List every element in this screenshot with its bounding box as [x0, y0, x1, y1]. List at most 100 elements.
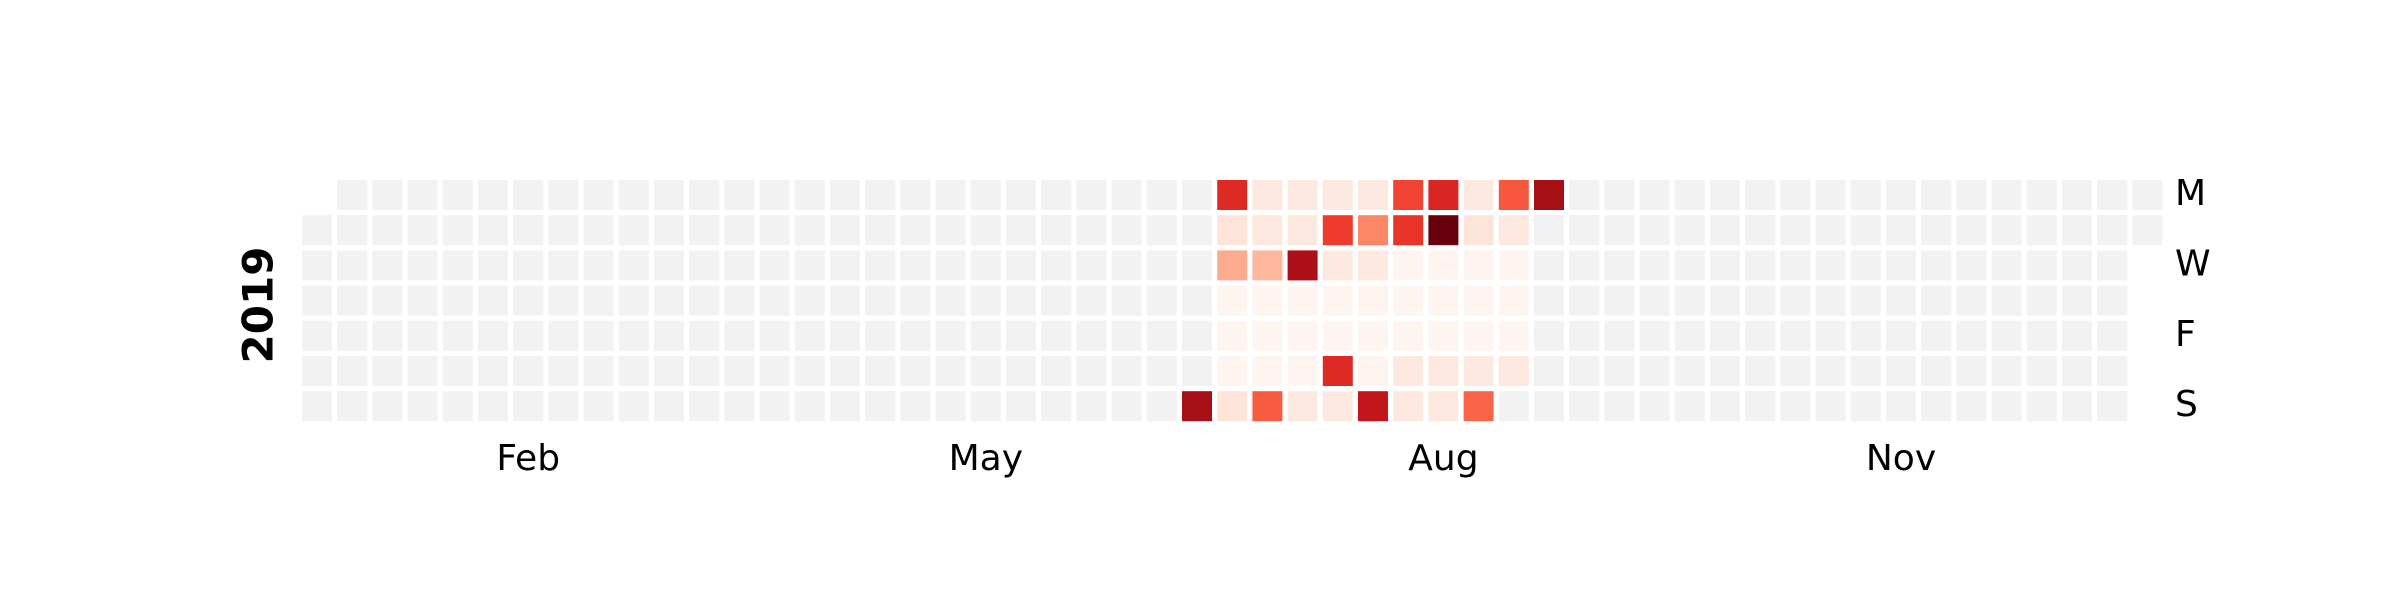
- heatmap-cell: [583, 391, 614, 422]
- heatmap-cell: [1287, 320, 1318, 351]
- heatmap-cell: [935, 356, 966, 386]
- heatmap-cell: [1780, 180, 1811, 210]
- heatmap-cell: [1604, 356, 1635, 386]
- heatmap-cell: [1428, 391, 1459, 422]
- month-labels: Feb May Aug Nov: [496, 438, 1936, 479]
- heatmap-cell: [865, 215, 896, 246]
- heatmap-cell: [548, 320, 579, 351]
- heatmap-cell: [654, 215, 684, 246]
- heatmap-cell: [1006, 356, 1036, 386]
- heatmap-cell: [1322, 285, 1353, 316]
- heatmap-cell: [1287, 180, 1318, 210]
- heatmap-cell: [1217, 180, 1248, 210]
- heatmap-cell: [1358, 215, 1388, 246]
- heatmap-cell: [1850, 391, 1881, 422]
- heatmap-cell: [724, 215, 755, 246]
- heatmap-cell: [302, 250, 332, 281]
- heatmap-cell: [1041, 320, 1072, 351]
- heatmap-cell: [1710, 215, 1740, 246]
- heatmap-cell: [1815, 320, 1846, 351]
- heatmap-cell: [759, 285, 790, 316]
- heatmap-cell: [1886, 215, 1916, 246]
- heatmap-cell: [478, 215, 508, 246]
- heatmap-cell: [1182, 285, 1212, 316]
- heatmap-cell: [1956, 215, 1987, 246]
- heatmap-cell: [689, 320, 720, 351]
- heatmap-cell: [548, 250, 579, 281]
- heatmap-cell: [900, 320, 931, 351]
- heatmap-cell: [1463, 356, 1494, 386]
- heatmap-cell: [1358, 356, 1388, 386]
- heatmap-cell: [1710, 180, 1740, 210]
- heatmap-cell: [1111, 320, 1142, 351]
- heatmap-cell: [935, 285, 966, 316]
- heatmap-cell: [1111, 250, 1142, 281]
- weekday-label: W: [2175, 243, 2211, 284]
- heatmap-cell: [1956, 180, 1987, 210]
- heatmap-cell: [1498, 356, 1529, 386]
- heatmap-cell: [759, 320, 790, 351]
- heatmap-cell: [407, 285, 438, 316]
- heatmap-cell: [1076, 250, 1107, 281]
- weekday-label: M: [2175, 173, 2206, 214]
- heatmap-cell: [442, 356, 473, 386]
- heatmap-cell: [1041, 250, 1072, 281]
- heatmap-cell: [970, 285, 1001, 316]
- heatmap-cell: [1358, 285, 1388, 316]
- heatmap-cell: [759, 180, 790, 210]
- heatmap-cell: [513, 356, 544, 386]
- heatmap-cell: [970, 391, 1001, 422]
- heatmap-cell: [794, 215, 825, 246]
- heatmap-cell: [2097, 215, 2128, 246]
- heatmap-cell: [970, 215, 1001, 246]
- heatmap-cell: [1146, 250, 1177, 281]
- heatmap-cell: [759, 356, 790, 386]
- heatmap-cell: [407, 391, 438, 422]
- heatmap-cell: [1991, 391, 2022, 422]
- heatmap-cell: [1604, 320, 1635, 351]
- heatmap-cell: [1710, 356, 1740, 386]
- heatmap-cell: [1534, 215, 1564, 246]
- month-label: Nov: [1866, 438, 1936, 479]
- heatmap-cell: [830, 250, 860, 281]
- heatmap-cell: [1463, 215, 1494, 246]
- heatmap-cell: [1745, 250, 1776, 281]
- heatmap-cell: [478, 180, 508, 210]
- heatmap-cell: [618, 180, 649, 210]
- heatmap-cell: [372, 285, 403, 316]
- heatmap-cell: [1182, 180, 1212, 210]
- heatmap-cell: [1358, 391, 1388, 422]
- heatmap-cell: [1252, 285, 1283, 316]
- heatmap-cell: [1780, 320, 1811, 351]
- heatmap-cell: [2026, 391, 2057, 422]
- heatmap-cell: [1850, 180, 1881, 210]
- heatmap-cell: [1146, 180, 1177, 210]
- heatmap-cell: [1604, 180, 1635, 210]
- heatmap-cell: [2097, 285, 2128, 316]
- heatmap-cell: [900, 391, 931, 422]
- heatmap-cell: [794, 320, 825, 351]
- year-label: 2019: [234, 247, 283, 364]
- heatmap-cell: [970, 180, 1001, 210]
- heatmap-cell: [2062, 391, 2092, 422]
- heatmap-cell: [794, 285, 825, 316]
- heatmap-cell: [724, 356, 755, 386]
- heatmap-cell: [1146, 391, 1177, 422]
- heatmap-cell: [654, 356, 684, 386]
- heatmap-cell: [1710, 320, 1740, 351]
- heatmap-cell: [1674, 391, 1705, 422]
- heatmap-cell: [2062, 250, 2092, 281]
- heatmap-cell: [1674, 215, 1705, 246]
- heatmap-cell: [513, 215, 544, 246]
- weekday-label: S: [2175, 384, 2198, 425]
- heatmap-cell: [1956, 391, 1987, 422]
- heatmap-cell: [1111, 391, 1142, 422]
- heatmap-cell: [548, 180, 579, 210]
- heatmap-cell: [1041, 215, 1072, 246]
- heatmap-cell: [1991, 285, 2022, 316]
- heatmap-cell: [1674, 180, 1705, 210]
- heatmap-cell: [830, 356, 860, 386]
- heatmap-cell: [2062, 215, 2092, 246]
- heatmap-cell: [1921, 320, 1952, 351]
